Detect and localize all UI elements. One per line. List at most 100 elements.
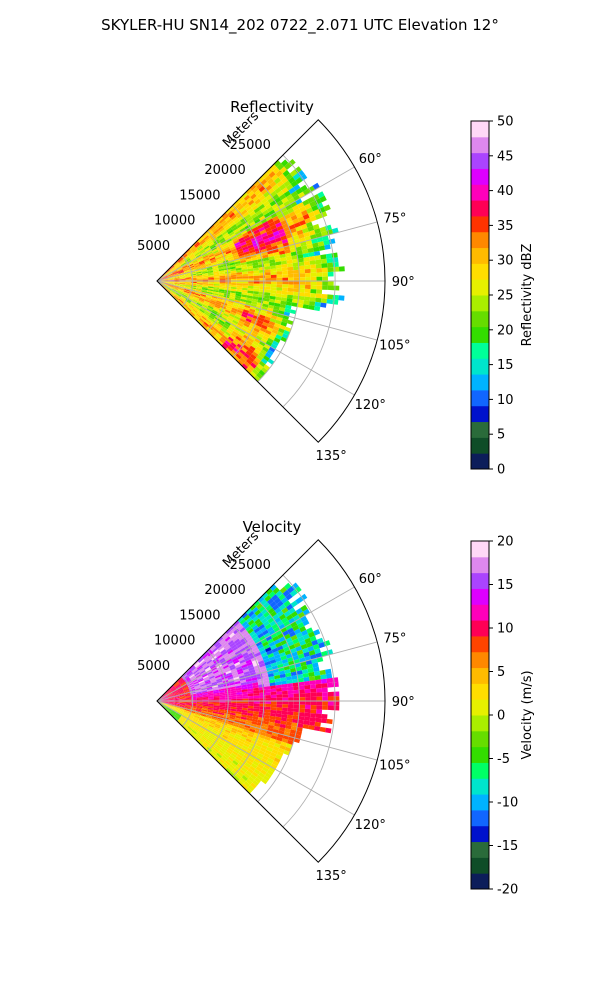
field-cell [171,688,177,692]
field-cell [300,604,308,612]
field-cell [251,317,259,323]
field-cell [248,698,254,701]
field-cell [247,337,255,344]
field-cell [271,594,279,601]
velocity-colorbar[interactable] [470,540,490,890]
field-cell [162,278,169,281]
field-cell [293,689,300,694]
field-cell [252,716,259,720]
field-cell [187,306,193,311]
field-cell [281,687,288,692]
field-cell [253,283,260,287]
colorbar-swatch [471,121,489,138]
field-cell [282,704,289,708]
field-cell [248,784,255,792]
field-cell [287,270,294,275]
field-cell [310,688,317,693]
field-cell [253,273,260,276]
field-cell [183,267,189,271]
field-cell [227,336,234,342]
field-cell [242,691,248,695]
field-cell [207,273,214,276]
field-cell [243,306,250,311]
field-cell [213,276,220,278]
field-cell [333,701,340,706]
field-cell [281,607,289,614]
field-cell [215,652,222,658]
reflectivity-colorbar[interactable] [470,120,490,470]
field-cell [202,303,209,307]
field-cell [217,216,224,223]
field-cell [280,680,287,685]
field-cell [168,699,175,701]
field-cell [320,718,328,724]
field-cell [166,287,172,291]
field-cell [201,661,207,667]
field-cell [225,307,232,312]
field-cell [194,712,201,716]
field-cell [290,180,298,188]
field-cell [304,264,311,270]
field-cell [162,279,169,281]
field-cell [216,654,223,659]
field-cell [178,271,185,274]
field-cell [288,697,294,701]
field-cell [162,281,169,284]
field-cell [185,698,192,700]
field-cell [185,701,192,703]
field-cell [216,259,223,264]
field-cell [307,196,315,204]
field-cell [178,289,184,292]
field-cell [271,203,279,210]
field-cell [201,271,208,274]
field-cell [168,703,174,705]
field-cell [190,311,196,317]
field-cell [220,659,227,664]
field-cell [240,759,247,765]
field-cell [305,692,311,698]
field-cell [230,332,237,338]
field-cell [284,326,292,333]
field-cell [273,160,281,168]
field-cell [167,286,173,290]
field-cell [227,640,234,646]
field-cell [175,713,181,718]
field-cell [215,744,222,750]
field-cell [201,710,208,713]
field-cell [213,726,220,731]
field-cell [275,713,282,718]
field-cell [242,285,249,289]
field-cell [253,275,260,279]
field-cell [226,658,233,663]
field-cell [207,706,214,709]
field-cell [267,337,274,344]
field-cell [230,708,237,712]
field-cell [248,776,255,783]
field-cell [326,718,333,725]
field-cell [196,704,203,706]
field-cell [253,708,260,712]
field-cell [208,698,214,700]
field-cell [202,703,209,705]
field-cell [316,637,324,644]
field-cell [215,256,222,261]
field-cell [316,709,323,714]
field-cell [221,763,228,770]
field-cell [240,747,248,753]
field-cell [312,182,320,190]
field-cell [284,162,292,170]
field-cell [262,303,269,308]
field-cell [203,721,210,726]
field-cell [295,246,302,252]
field-cell [243,194,251,201]
field-cell [202,724,208,729]
field-cell [233,638,240,644]
field-cell [298,681,305,687]
field-cell [264,712,271,716]
field-cell [295,645,303,652]
field-cell [214,725,221,729]
field-cell [232,739,239,745]
field-cell [303,260,311,266]
field-cell [286,259,293,264]
field-cell [260,349,267,356]
